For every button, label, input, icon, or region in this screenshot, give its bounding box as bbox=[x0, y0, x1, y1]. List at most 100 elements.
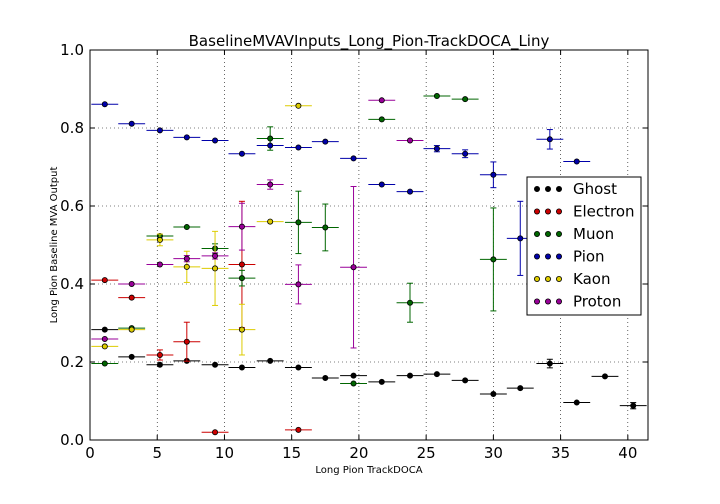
legend-marker bbox=[545, 208, 552, 215]
data-point bbox=[212, 252, 219, 259]
legend: Ghost Electron Muon Pion Kaon Proton bbox=[526, 176, 642, 316]
data-point bbox=[350, 264, 357, 271]
legend-marker bbox=[545, 230, 552, 237]
data-point bbox=[546, 360, 553, 367]
data-point bbox=[101, 335, 108, 342]
y-tick-label: 0.6 bbox=[60, 197, 84, 215]
series-kaon bbox=[91, 102, 312, 356]
data-point bbox=[322, 138, 329, 145]
data-point bbox=[517, 385, 524, 392]
data-point bbox=[322, 374, 329, 381]
y-tick-label: 1.0 bbox=[60, 41, 84, 59]
x-tick-label: 30 bbox=[484, 444, 503, 462]
data-point bbox=[238, 150, 245, 157]
data-point bbox=[238, 275, 245, 282]
data-point bbox=[378, 97, 385, 104]
data-point bbox=[212, 265, 219, 272]
data-point bbox=[378, 378, 385, 385]
data-point bbox=[183, 134, 190, 141]
data-point bbox=[156, 351, 163, 358]
data-point bbox=[183, 224, 190, 231]
plot-frame bbox=[89, 49, 649, 441]
legend-marker bbox=[534, 185, 541, 192]
legend-marker bbox=[534, 208, 541, 215]
data-point bbox=[407, 188, 414, 195]
series-electron bbox=[91, 200, 312, 436]
data-point bbox=[601, 373, 608, 380]
x-tick-label: 25 bbox=[417, 444, 436, 462]
legend-item-muon: Muon bbox=[534, 225, 614, 243]
series-pion bbox=[91, 101, 591, 276]
data-point bbox=[295, 219, 302, 226]
data-point bbox=[322, 224, 329, 231]
y-axis-label: Long Pion Baseline MVA Output bbox=[49, 167, 60, 324]
data-point bbox=[156, 236, 163, 243]
legend-item-proton: Proton bbox=[534, 293, 621, 311]
legend-item-ghost: Ghost bbox=[534, 180, 617, 198]
legend-box bbox=[526, 176, 642, 316]
x-ticks: 0 5 10 15 20 25 30 35 40 bbox=[85, 50, 637, 462]
data-point bbox=[212, 137, 219, 144]
data-point bbox=[238, 326, 245, 333]
data-point bbox=[128, 326, 135, 333]
data-point bbox=[433, 93, 440, 100]
data-point bbox=[295, 426, 302, 433]
data-point bbox=[267, 181, 274, 188]
legend-marker bbox=[534, 275, 541, 282]
data-point bbox=[630, 402, 637, 409]
series-ghost bbox=[91, 326, 647, 410]
legend-label: Kaon bbox=[573, 270, 610, 288]
data-point bbox=[128, 280, 135, 287]
x-tick-label: 35 bbox=[551, 444, 570, 462]
data-point bbox=[517, 235, 524, 242]
legend-marker bbox=[545, 253, 552, 260]
data-point bbox=[433, 371, 440, 378]
chart-title: BaselineMVAVInputs_Long_Pion-TrackDOCA_L… bbox=[189, 32, 550, 51]
data-point bbox=[462, 150, 469, 157]
data-point bbox=[350, 372, 357, 379]
x-tick-label: 20 bbox=[349, 444, 368, 462]
data-point bbox=[183, 255, 190, 262]
data-point bbox=[128, 294, 135, 301]
data-point bbox=[433, 145, 440, 152]
data-point bbox=[295, 102, 302, 109]
legend-marker bbox=[556, 185, 563, 192]
legend-marker bbox=[534, 230, 541, 237]
data-point bbox=[156, 361, 163, 368]
data-point bbox=[183, 338, 190, 345]
data-point bbox=[573, 399, 580, 406]
data-point bbox=[101, 360, 108, 367]
data-point bbox=[295, 364, 302, 371]
legend-item-electron: Electron bbox=[534, 203, 635, 221]
data-point bbox=[101, 277, 108, 284]
data-point bbox=[128, 353, 135, 360]
legend-marker bbox=[556, 253, 563, 260]
x-tick-label: 5 bbox=[152, 444, 162, 462]
data-point bbox=[238, 261, 245, 268]
data-point bbox=[183, 263, 190, 270]
y-tick-label: 0.4 bbox=[60, 275, 84, 293]
legend-marker bbox=[556, 298, 563, 305]
x-tick-label: 0 bbox=[85, 444, 95, 462]
data-point bbox=[295, 144, 302, 151]
legend-marker bbox=[556, 208, 563, 215]
data-point bbox=[128, 120, 135, 127]
data-point bbox=[101, 101, 108, 108]
data-point bbox=[350, 155, 357, 162]
data-point bbox=[378, 181, 385, 188]
data-point bbox=[546, 136, 553, 143]
legend-label: Ghost bbox=[573, 180, 617, 198]
legend-label: Electron bbox=[573, 203, 635, 221]
data-point bbox=[267, 142, 274, 149]
plot-series bbox=[91, 93, 647, 436]
legend-marker bbox=[534, 253, 541, 260]
y-ticks: 0.0 0.2 0.4 0.6 0.8 1.0 bbox=[60, 41, 648, 449]
legend-item-pion: Pion bbox=[534, 248, 605, 266]
legend-marker bbox=[545, 298, 552, 305]
data-point bbox=[295, 281, 302, 288]
data-point bbox=[212, 361, 219, 368]
data-point bbox=[156, 127, 163, 134]
x-tick-label: 10 bbox=[215, 444, 234, 462]
x-axis-label: Long Pion TrackDOCA bbox=[315, 465, 422, 476]
